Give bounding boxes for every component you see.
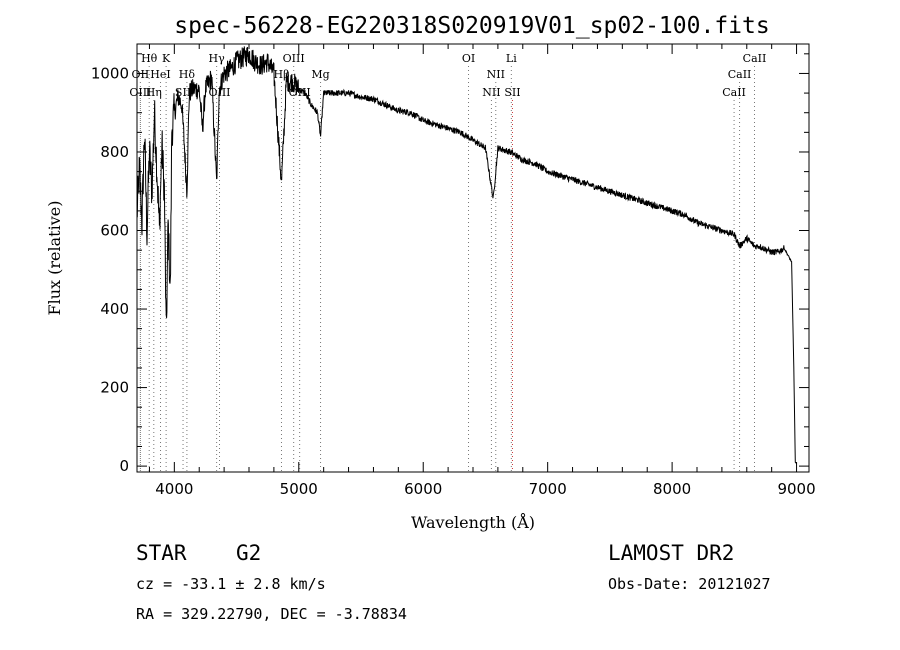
line-label-19: NII — [482, 86, 500, 99]
observation-date: Obs-Date: 20121027 — [608, 575, 771, 593]
line-label-7: OII — [132, 68, 150, 81]
line-label-15: Hη — [146, 86, 162, 99]
plot-frame — [136, 43, 810, 473]
line-label-2: Hγ — [209, 52, 226, 65]
emission-line-markers: Hθ K Hγ OIII OI Li CaII OII HeI Hδ Hβ Mg NII CaII OIII… — [129, 52, 766, 472]
spectral-subclass: G2 — [236, 541, 262, 565]
line-label-9: Hδ — [179, 68, 196, 81]
line-label-12: NII — [487, 68, 505, 81]
x-tick-label-5: 9000 — [777, 480, 815, 498]
y-axis-label: Flux (relative) — [45, 201, 64, 316]
y-tick-label-0: 0 — [119, 457, 129, 475]
line-label-11: Mg — [311, 68, 329, 81]
object-class: STAR — [136, 541, 187, 565]
line-label-21: CaII — [722, 86, 746, 99]
x-tick-label-3: 7000 — [529, 480, 567, 498]
coordinates: RA = 329.22790, DEC = -3.78834 — [136, 605, 407, 623]
chart-title: spec-56228-EG220318S020919V01_sp02-100.f… — [174, 13, 769, 39]
x-tick-label-0: 4000 — [155, 480, 193, 498]
y-tick-label-3: 600 — [100, 222, 129, 240]
line-label-10: Hβ — [274, 68, 290, 81]
survey-name: LAMOST DR2 — [608, 541, 735, 565]
line-label-20: SII — [504, 86, 520, 99]
redshift-cz: cz = -33.1 ± 2.8 km/s — [136, 575, 326, 593]
line-label-6: CaII — [743, 52, 767, 65]
y-tick-label-1: 200 — [100, 379, 129, 397]
line-label-13: CaII — [728, 68, 752, 81]
line-label-8: HeI — [150, 68, 170, 81]
x-tick-label-2: 6000 — [404, 480, 442, 498]
y-axis: 0 200 400 600 800 1000 — [91, 53, 809, 475]
line-label-5: Li — [506, 52, 517, 65]
y-tick-label-5: 1000 — [91, 64, 129, 82]
line-label-0: Hθ — [141, 52, 158, 65]
x-axis-label: Wavelength (Å) — [411, 512, 535, 532]
y-tick-label-2: 400 — [100, 300, 129, 318]
line-label-16: SII — [175, 86, 191, 99]
line-label-4: OI — [462, 52, 475, 65]
x-axis: 4000 5000 6000 7000 8000 9000 — [148, 44, 816, 498]
y-tick-label-4: 800 — [100, 143, 129, 161]
x-tick-label-1: 5000 — [280, 480, 318, 498]
x-tick-label-4: 8000 — [653, 480, 691, 498]
line-label-1: K — [162, 52, 171, 65]
line-label-14: OIII — [129, 86, 151, 99]
spectrum-series-line — [136, 46, 798, 465]
line-label-3: OIII — [283, 52, 305, 65]
